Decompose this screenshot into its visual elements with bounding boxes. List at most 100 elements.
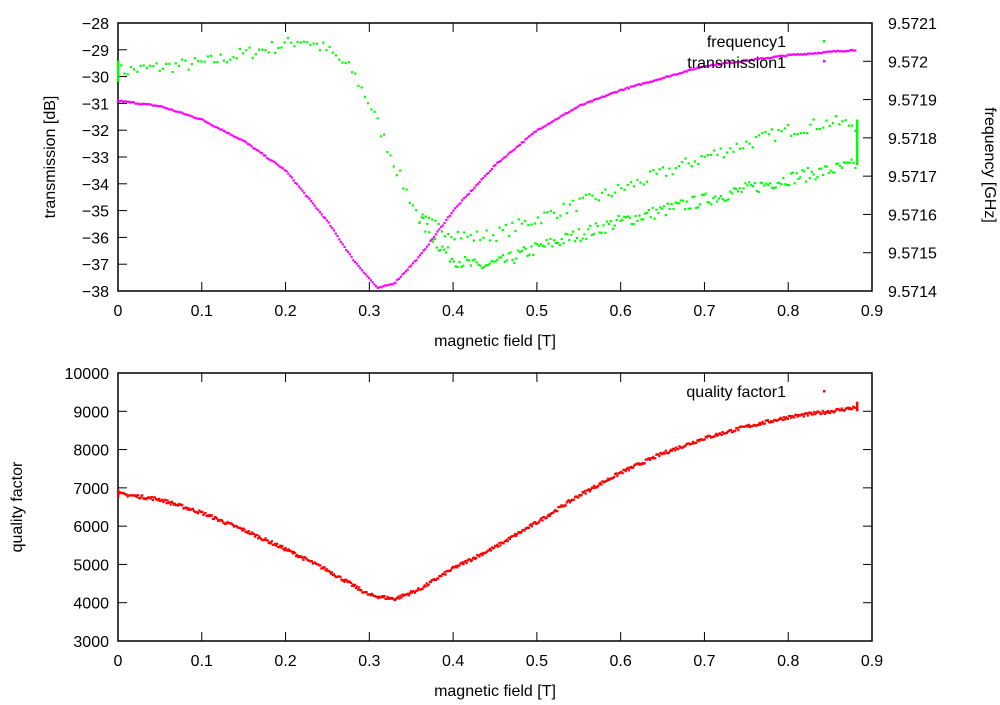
frequency-point [812,118,815,121]
frequency-point [628,216,632,219]
quality-factor-point [615,472,618,475]
transmission-point [687,68,690,72]
transmission-point [385,284,388,287]
quality-factor-point [290,550,293,553]
frequency-point [608,222,611,226]
quality-factor-point [837,407,840,411]
transmission-point [167,108,171,111]
quality-factor-point [408,592,411,595]
transmission-point [368,276,371,280]
transmission-point [683,70,687,73]
quality-factor-point [356,585,359,588]
quality-factor-point [496,543,499,546]
quality-factor-point [376,595,379,599]
quality-factor-point [412,590,416,593]
transmission-point [815,52,818,55]
transmission-point [173,109,176,113]
frequency-point [193,57,197,60]
frequency-point [475,261,478,264]
frequency-point [767,184,770,187]
frequency-point [277,46,280,50]
transmission-point [199,117,202,121]
frequency-point [479,264,482,267]
transmission-point [768,56,771,60]
frequency-point [309,43,312,46]
transmission-point [139,103,143,106]
transmission-point [118,100,121,103]
frequency-point [517,249,520,252]
frequency-point [508,234,511,237]
legend-label-quality-factor: quality factor1 [686,384,786,401]
transmission-point [664,75,667,78]
frequency-point [454,265,457,268]
transmission-point [125,100,128,103]
quality-factor-point [632,466,635,469]
quality-factor-point [565,501,568,504]
frequency-point [437,249,440,252]
frequency-point [439,248,442,251]
quality-factor-point [650,456,654,460]
frequency-point [835,115,838,118]
transmission-point [375,285,378,288]
frequency-point [623,188,626,191]
frequency-point [770,128,774,131]
quality-factor-point [139,497,142,500]
transmission-point [443,221,446,225]
transmission-point [761,57,764,60]
transmission-point [203,119,206,122]
frequency-point [440,230,443,233]
quality-factor-point [851,407,854,410]
frequency-point [664,214,668,217]
quality-factor-point [284,546,287,550]
transmission-point [782,54,785,57]
frequency-point [443,248,446,251]
frequency-point [554,241,558,245]
transmission-point [287,172,290,175]
quality-factor-point [514,532,517,536]
frequency-point [482,236,485,239]
transmission-point [303,191,306,194]
transmission-point [636,83,639,86]
transmission-point [490,167,494,171]
quality-factor-point [329,572,332,575]
frequency-point [689,207,692,210]
quality-factor-point [588,490,592,493]
frequency-point [831,171,834,174]
transmission-point [283,169,286,172]
transmission-point [376,286,379,289]
quality-factor-point [527,526,530,530]
quality-factor-point [181,504,184,507]
transmission-point [798,53,801,56]
frequency-point [536,243,539,246]
frequency-point [200,60,203,63]
quality-factor-point [659,451,662,454]
quality-factor-point [523,529,526,532]
frequency-point [551,245,554,248]
quality-factor-point [357,588,360,591]
quality-factor-point [545,516,548,519]
quality-factor-point [564,504,567,507]
quality-factor-point [793,416,796,419]
frequency-point [685,200,688,203]
transmission-point [296,183,299,186]
transmission-point [454,207,457,210]
frequency-point [203,60,206,63]
transmission-point [475,184,478,187]
transmission-point [517,144,520,148]
quality-factor-point [812,413,815,416]
transmission-point [289,174,292,177]
frequency-point [753,181,757,185]
frequency-point [854,129,857,132]
frequency-point [469,264,472,267]
frequency-point [825,165,829,168]
quality-factor-point [349,581,352,585]
quality-factor-point [464,559,467,563]
transmission-point [427,243,430,246]
frequency-point [498,256,501,259]
quality-factor-point [171,502,174,505]
transmission-point [134,102,137,105]
frequency-point [450,257,453,260]
quality-factor-point [468,558,471,561]
transmission-point [468,192,471,195]
frequency-point [812,173,815,176]
